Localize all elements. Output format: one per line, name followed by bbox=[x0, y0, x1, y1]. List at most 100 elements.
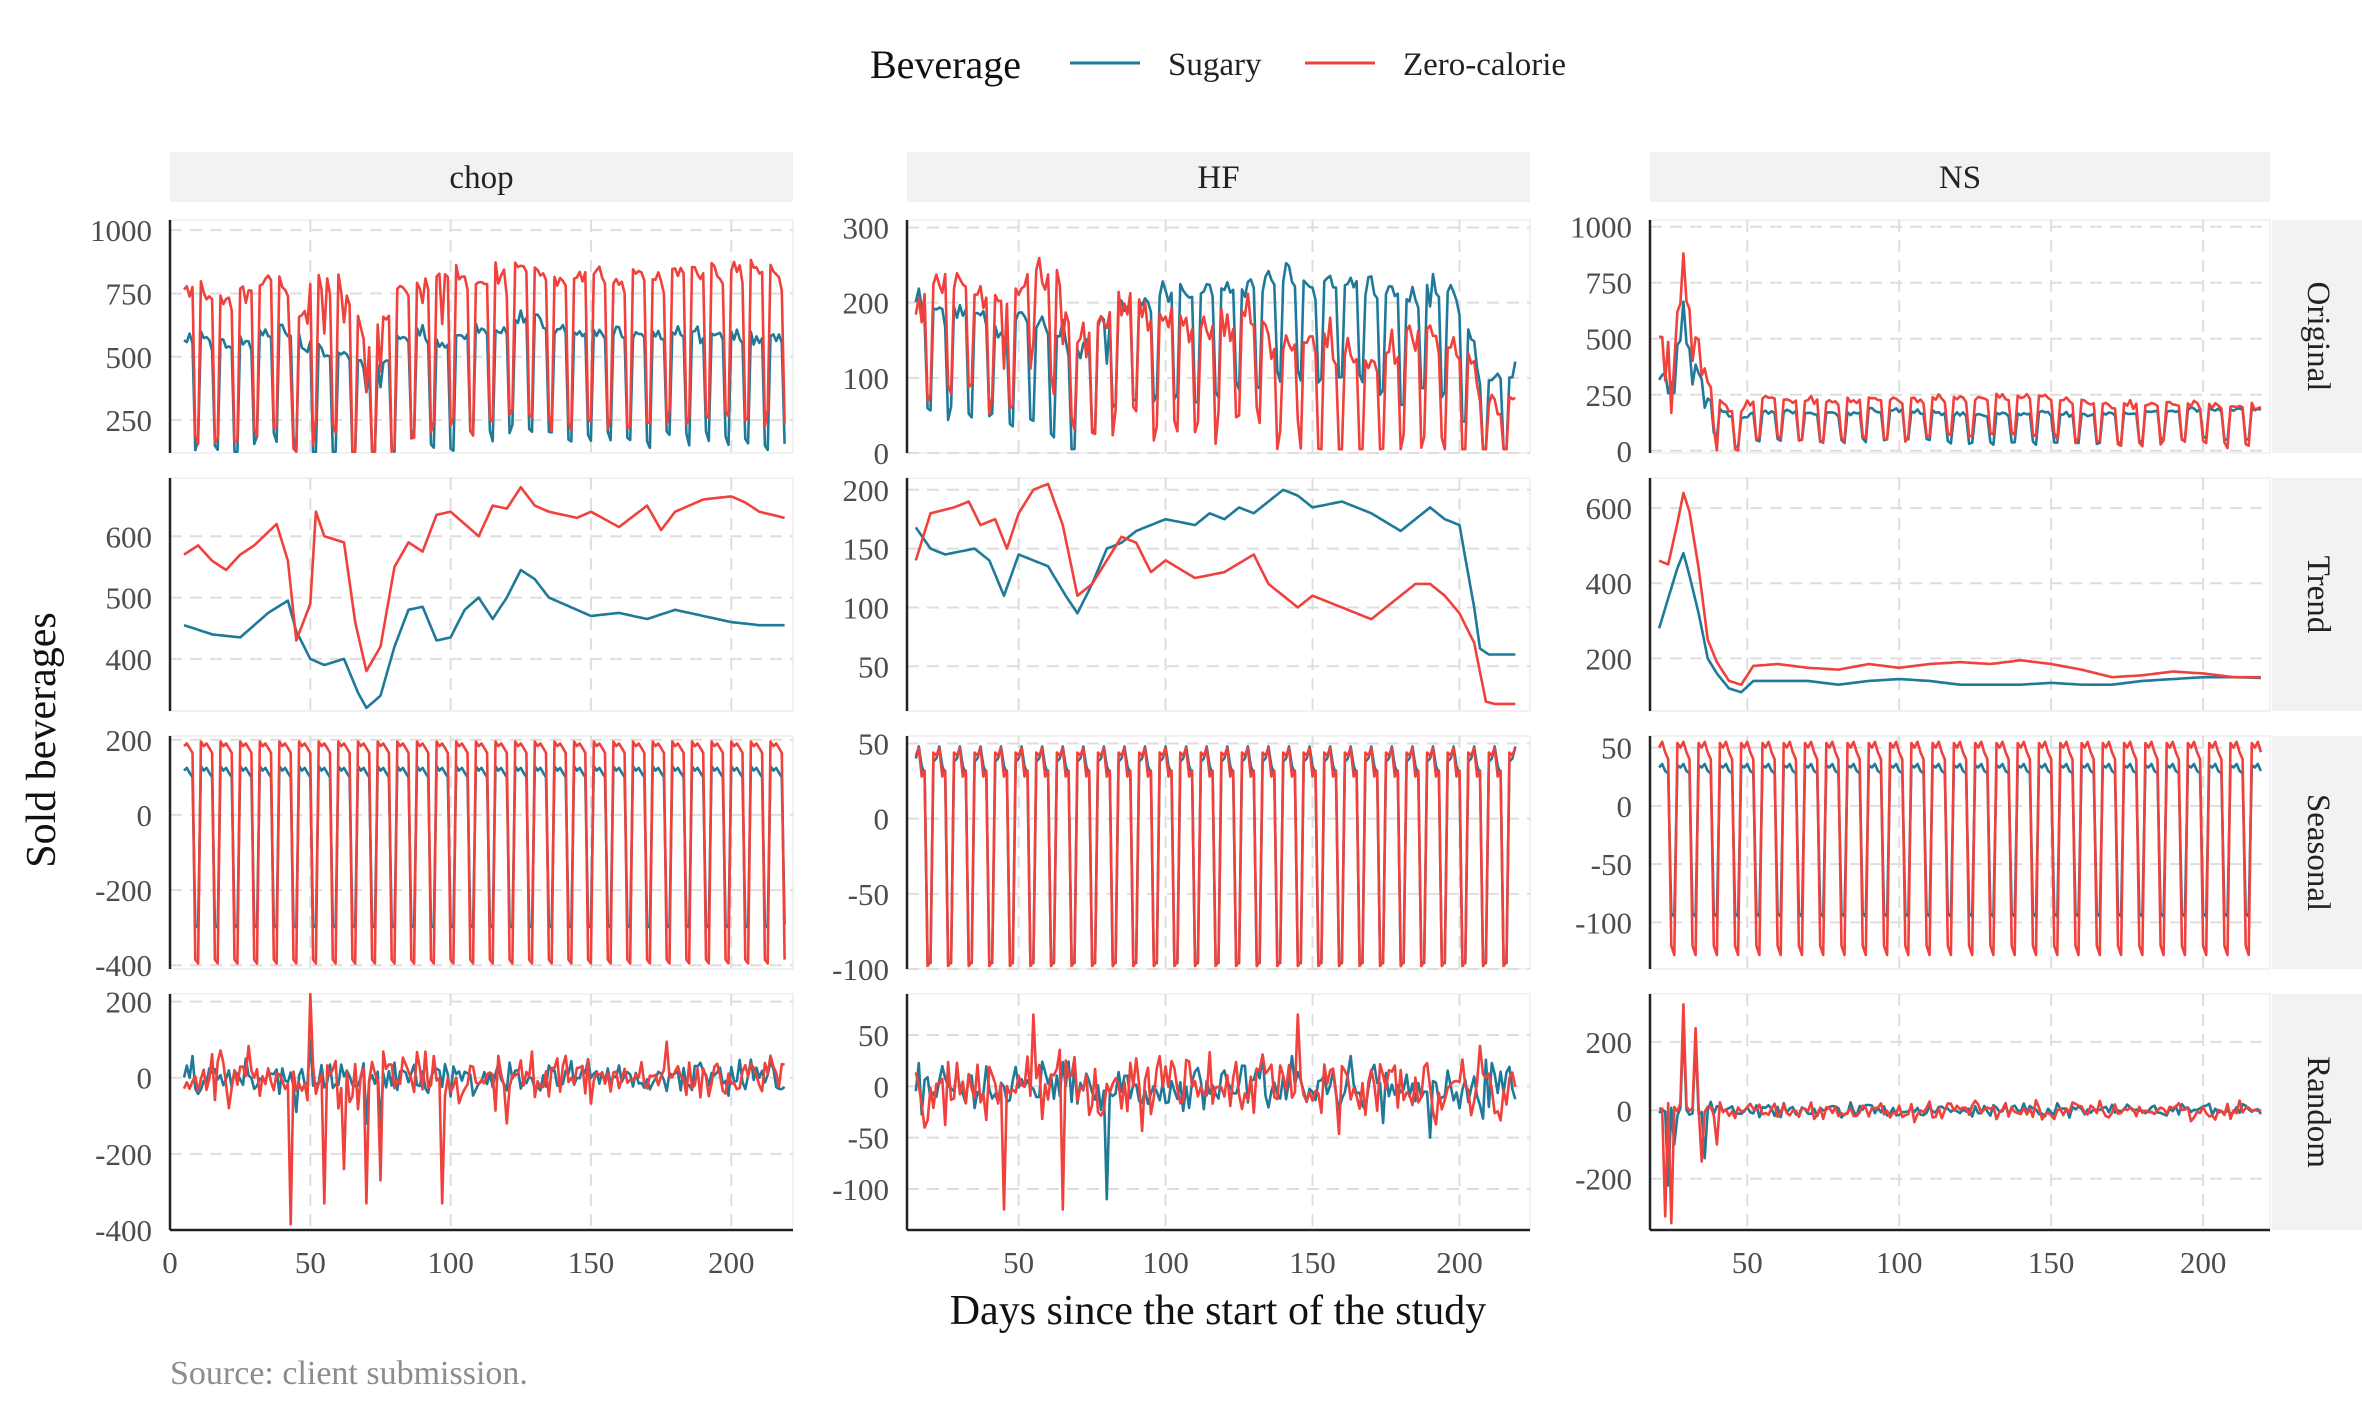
series-line-zero-calorie bbox=[1657, 740, 2263, 957]
y-tick-label: 500 bbox=[106, 340, 153, 375]
series-line-zero-calorie bbox=[1658, 491, 2261, 686]
y-tick-label: -50 bbox=[848, 1121, 889, 1156]
facet-strip-label: Original bbox=[2300, 282, 2336, 392]
series-line-sugary bbox=[914, 488, 1516, 656]
series-line-zero-calorie bbox=[914, 256, 1516, 451]
y-tick-label: -200 bbox=[1575, 1162, 1632, 1197]
y-tick-label: 600 bbox=[1586, 491, 1633, 526]
series-line-sugary bbox=[182, 1038, 786, 1129]
panel-background bbox=[169, 477, 794, 712]
panel-background bbox=[169, 993, 794, 1231]
y-tick-label: 200 bbox=[106, 723, 153, 758]
series-line-zero-calorie bbox=[182, 992, 785, 1226]
panel-hf-seasonal: -100 -50 0 50 bbox=[832, 727, 1531, 987]
series-line-zero-calorie bbox=[914, 1013, 1517, 1211]
panel-background bbox=[1649, 477, 2271, 712]
y-tick-label: -200 bbox=[95, 873, 152, 908]
y-tick-label: 0 bbox=[874, 802, 890, 837]
x-tick-label: 100 bbox=[427, 1245, 474, 1280]
facet-strip-label: NS bbox=[1939, 160, 1981, 196]
y-tick-label: 250 bbox=[106, 403, 153, 438]
y-tick-label: 0 bbox=[1617, 1093, 1633, 1128]
panel-chop-trend: 400 500 600 bbox=[106, 477, 794, 712]
y-tick-label: 50 bbox=[858, 1018, 889, 1053]
y-tick-label: 200 bbox=[1586, 1025, 1633, 1060]
y-tick-label: 0 bbox=[1617, 789, 1633, 824]
series-line-sugary bbox=[1658, 1023, 2262, 1187]
y-tick-label: -50 bbox=[848, 877, 889, 912]
x-tick-label: 0 bbox=[162, 1245, 178, 1280]
facet-panels: chop2505007501000400500600-400-2000200-4… bbox=[90, 152, 2362, 1280]
facet-strip-label: Trend bbox=[2300, 556, 2336, 634]
facet-strip-label: Seasonal bbox=[2300, 794, 2336, 911]
x-tick-label: 100 bbox=[1142, 1245, 1189, 1280]
series-line-sugary bbox=[183, 568, 785, 710]
y-tick-label: 0 bbox=[1617, 434, 1633, 469]
y-tick-label: 400 bbox=[1586, 566, 1633, 601]
legend-title: Beverage bbox=[870, 42, 1021, 87]
y-tick-label: 1000 bbox=[1570, 210, 1632, 245]
y-tick-label: 400 bbox=[106, 642, 153, 677]
panel-ns-random: -200 0 200 50 100 150 200 bbox=[1575, 993, 2271, 1280]
y-tick-label: 200 bbox=[106, 985, 153, 1020]
facet-strip-label: chop bbox=[449, 160, 513, 196]
y-tick-label: 750 bbox=[106, 276, 153, 311]
facet-strip-label: HF bbox=[1197, 160, 1239, 196]
y-tick-label: 200 bbox=[1586, 641, 1633, 676]
y-tick-label: 1000 bbox=[90, 213, 152, 248]
x-tick-label: 50 bbox=[1732, 1245, 1763, 1280]
series-line-zero-calorie bbox=[914, 482, 1516, 706]
facet-strip-hf bbox=[907, 152, 1530, 202]
x-tick-label: 50 bbox=[1003, 1245, 1034, 1280]
facet-strip-random bbox=[2272, 994, 2362, 1230]
panel-hf-original: 0 100 200 300 bbox=[843, 211, 1531, 471]
panel-background bbox=[906, 993, 1531, 1231]
series-line-zero-calorie bbox=[914, 746, 1517, 968]
facet-strip-original bbox=[2272, 220, 2362, 453]
y-tick-label: 0 bbox=[874, 1069, 890, 1104]
series-line-zero-calorie bbox=[183, 258, 786, 453]
x-tick-label: 200 bbox=[1436, 1245, 1483, 1280]
y-tick-label: 250 bbox=[1586, 378, 1633, 413]
y-tick-label: 0 bbox=[874, 436, 890, 471]
y-tick-label: 50 bbox=[1601, 731, 1632, 766]
panel-hf-random: -100 -50 0 50 50 100 150 200 bbox=[832, 993, 1531, 1280]
panel-chop-original: 250 500 750 1000 bbox=[90, 213, 794, 454]
y-tick-label: 0 bbox=[137, 1061, 153, 1096]
legend: Beverage Sugary Zero-calorie bbox=[870, 42, 1566, 87]
panel-hf-trend: 50 100 150 200 bbox=[843, 473, 1531, 712]
series-line-zero-calorie bbox=[183, 740, 786, 965]
y-tick-label: -50 bbox=[1591, 847, 1632, 882]
x-tick-label: 200 bbox=[2180, 1245, 2227, 1280]
facet-strip-chop bbox=[170, 152, 793, 202]
panel-ns-seasonal: -100 -50 0 50 bbox=[1575, 731, 2271, 970]
y-tick-label: 50 bbox=[858, 727, 889, 762]
panel-ns-original: 0 250 500 750 1000 bbox=[1570, 210, 2271, 469]
y-tick-label: 50 bbox=[858, 649, 889, 684]
panel-chop-seasonal: -400 -200 0 200 bbox=[95, 723, 794, 983]
y-tick-label: 0 bbox=[137, 798, 153, 833]
panel-ns-trend: 200 400 600 bbox=[1586, 477, 2271, 712]
facet-strip-ns bbox=[1650, 152, 2270, 202]
y-axis-title: Sold beverages bbox=[19, 612, 65, 867]
x-tick-label: 150 bbox=[1289, 1245, 1336, 1280]
caption: Source: client submission. bbox=[170, 1355, 528, 1392]
facet-strip-trend bbox=[2272, 478, 2362, 711]
y-tick-label: -400 bbox=[95, 1213, 152, 1248]
y-tick-label: 200 bbox=[843, 473, 890, 508]
y-tick-label: 500 bbox=[106, 581, 153, 616]
x-tick-label: 150 bbox=[2028, 1245, 2075, 1280]
y-tick-label: -200 bbox=[95, 1137, 152, 1172]
y-tick-label: 100 bbox=[843, 590, 890, 625]
y-tick-label: -100 bbox=[832, 1172, 889, 1207]
x-tick-label: 200 bbox=[708, 1245, 755, 1280]
panel-chop-random: -400 -200 0 200 0 50 100 150 200 bbox=[95, 985, 794, 1280]
y-tick-label: 500 bbox=[1586, 322, 1633, 357]
y-tick-label: -400 bbox=[95, 948, 152, 983]
series-line-zero-calorie bbox=[1659, 1003, 2262, 1225]
y-tick-label: 100 bbox=[843, 361, 890, 396]
series-line-zero-calorie bbox=[183, 485, 785, 673]
series-line-zero-calorie bbox=[1659, 252, 2262, 452]
x-tick-label: 100 bbox=[1876, 1245, 1923, 1280]
x-tick-label: 150 bbox=[568, 1245, 615, 1280]
